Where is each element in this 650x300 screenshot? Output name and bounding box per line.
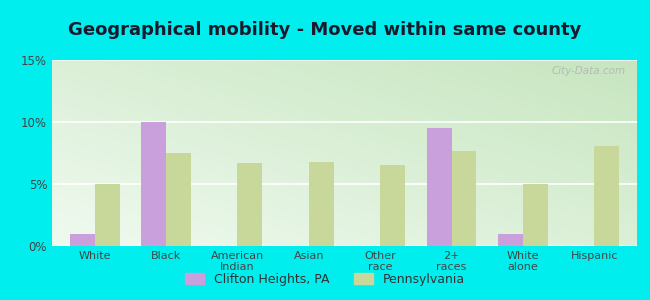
Bar [594, 146, 619, 246]
Bar [452, 151, 476, 246]
Bar [237, 163, 263, 246]
Bar [426, 128, 452, 246]
Bar [95, 184, 120, 246]
Text: Geographical mobility - Moved within same county: Geographical mobility - Moved within sam… [68, 21, 582, 39]
Text: City-Data.com: City-Data.com [551, 66, 625, 76]
Bar [523, 184, 548, 246]
Legend: Clifton Heights, PA, Pennsylvania: Clifton Heights, PA, Pennsylvania [180, 268, 470, 291]
Bar [70, 234, 95, 246]
Bar [498, 234, 523, 246]
Bar [166, 153, 191, 246]
Bar [380, 165, 405, 246]
Bar [309, 162, 334, 246]
Bar [141, 122, 166, 246]
